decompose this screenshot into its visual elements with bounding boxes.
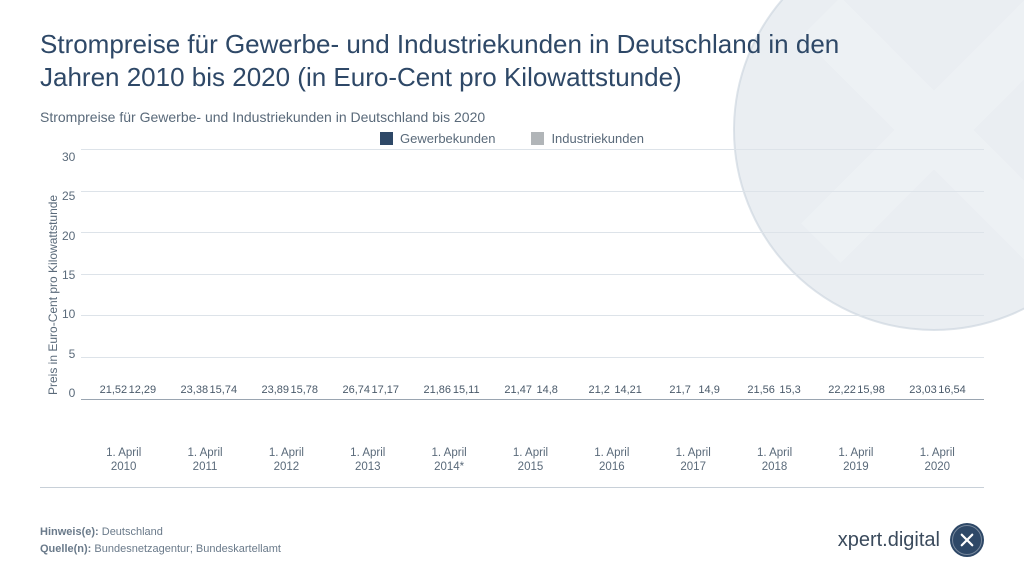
grid-line bbox=[81, 232, 984, 233]
plot-area: 21,5212,29 23,3815,74 23,8915,78 26,7417,17… bbox=[81, 150, 984, 400]
y-axis-ticks: 30 25 20 15 10 5 0 bbox=[62, 150, 81, 400]
grid-line bbox=[81, 149, 984, 150]
grid-line bbox=[81, 315, 984, 316]
bar-value-label: 14,8 bbox=[536, 384, 557, 396]
bar-value-label: 15,98 bbox=[857, 384, 885, 396]
bar-value-label: 14,21 bbox=[614, 384, 642, 396]
bar-value-label: 14,9 bbox=[698, 384, 719, 396]
bar-value-label: 21,86 bbox=[423, 384, 451, 396]
bar-chart: Preis in Euro-Cent pro Kilowattstunde 30… bbox=[44, 150, 984, 440]
x-axis-labels: 1. April20101. April20111. April20121. A… bbox=[77, 440, 984, 475]
footer: Hinweis(e): Deutschland Quelle(n): Bunde… bbox=[40, 523, 984, 557]
chart-subtitle: Strompreise für Gewerbe- und Industrieku… bbox=[40, 109, 984, 125]
y-tick: 15 bbox=[62, 268, 75, 282]
bar-value-label: 15,11 bbox=[453, 384, 480, 396]
bar-value-label: 21,2 bbox=[588, 384, 609, 396]
y-tick: 25 bbox=[62, 189, 75, 203]
page-title: Strompreise für Gewerbe- und Industrieku… bbox=[40, 28, 900, 93]
y-tick: 20 bbox=[62, 229, 75, 243]
x-tick-label: 1. April2016 bbox=[571, 446, 652, 475]
legend-item-industrie: Industriekunden bbox=[531, 131, 644, 146]
brand-name-1: xpert bbox=[838, 529, 882, 551]
x-tick-label: 1. April2017 bbox=[653, 446, 734, 475]
brand-badge-icon bbox=[950, 523, 984, 557]
hint-text: Deutschland bbox=[102, 526, 163, 538]
brand-logo: xpert.digital bbox=[838, 523, 984, 557]
bar-value-label: 21,7 bbox=[669, 384, 690, 396]
bar-value-label: 17,17 bbox=[371, 384, 399, 396]
legend-label: Gewerbekunden bbox=[400, 131, 495, 146]
divider bbox=[40, 487, 984, 488]
bar-value-label: 26,74 bbox=[342, 384, 370, 396]
x-tick-label: 1. April2010 bbox=[83, 446, 164, 475]
bar-value-label: 23,38 bbox=[181, 384, 209, 396]
legend-item-gewerbe: Gewerbekunden bbox=[380, 131, 495, 146]
x-tick-label: 1. April2012 bbox=[246, 446, 327, 475]
chart-legend: Gewerbekunden Industriekunden bbox=[40, 131, 984, 146]
y-tick: 10 bbox=[62, 307, 75, 321]
legend-swatch bbox=[380, 132, 393, 145]
bar-value-label: 22,22 bbox=[828, 384, 856, 396]
brand-name-2: digital bbox=[888, 529, 940, 551]
grid-line bbox=[81, 274, 984, 275]
x-tick-label: 1. April2015 bbox=[490, 446, 571, 475]
bar-value-label: 15,78 bbox=[291, 384, 319, 396]
y-tick: 0 bbox=[69, 386, 76, 400]
x-tick-label: 1. April2019 bbox=[815, 446, 896, 475]
grid-line bbox=[81, 357, 984, 358]
bar-value-label: 21,47 bbox=[504, 384, 532, 396]
y-tick: 5 bbox=[69, 347, 76, 361]
bar-value-label: 16,54 bbox=[938, 384, 966, 396]
source-label: Quelle(n): bbox=[40, 543, 91, 555]
grid-line bbox=[81, 191, 984, 192]
source-text: Bundesnetzagentur; Bundeskartellamt bbox=[94, 543, 281, 555]
bar-value-label: 15,3 bbox=[779, 384, 800, 396]
bar-value-label: 21,52 bbox=[100, 384, 128, 396]
bar-value-label: 23,03 bbox=[909, 384, 937, 396]
x-tick-label: 1. April2013 bbox=[327, 446, 408, 475]
y-axis-label: Preis in Euro-Cent pro Kilowattstunde bbox=[44, 150, 62, 440]
bar-value-label: 12,29 bbox=[129, 384, 157, 396]
y-tick: 30 bbox=[62, 150, 75, 164]
bar-value-label: 15,74 bbox=[210, 384, 238, 396]
x-tick-label: 1. April2018 bbox=[734, 446, 815, 475]
bar-value-label: 21,56 bbox=[747, 384, 775, 396]
footer-notes: Hinweis(e): Deutschland Quelle(n): Bunde… bbox=[40, 524, 281, 557]
legend-label: Industriekunden bbox=[551, 131, 644, 146]
bar-value-label: 23,89 bbox=[262, 384, 290, 396]
x-tick-label: 1. April2011 bbox=[164, 446, 245, 475]
hint-label: Hinweis(e): bbox=[40, 526, 99, 538]
legend-swatch bbox=[531, 132, 544, 145]
x-tick-label: 1. April2020 bbox=[897, 446, 978, 475]
x-tick-label: 1. April2014* bbox=[408, 446, 489, 475]
